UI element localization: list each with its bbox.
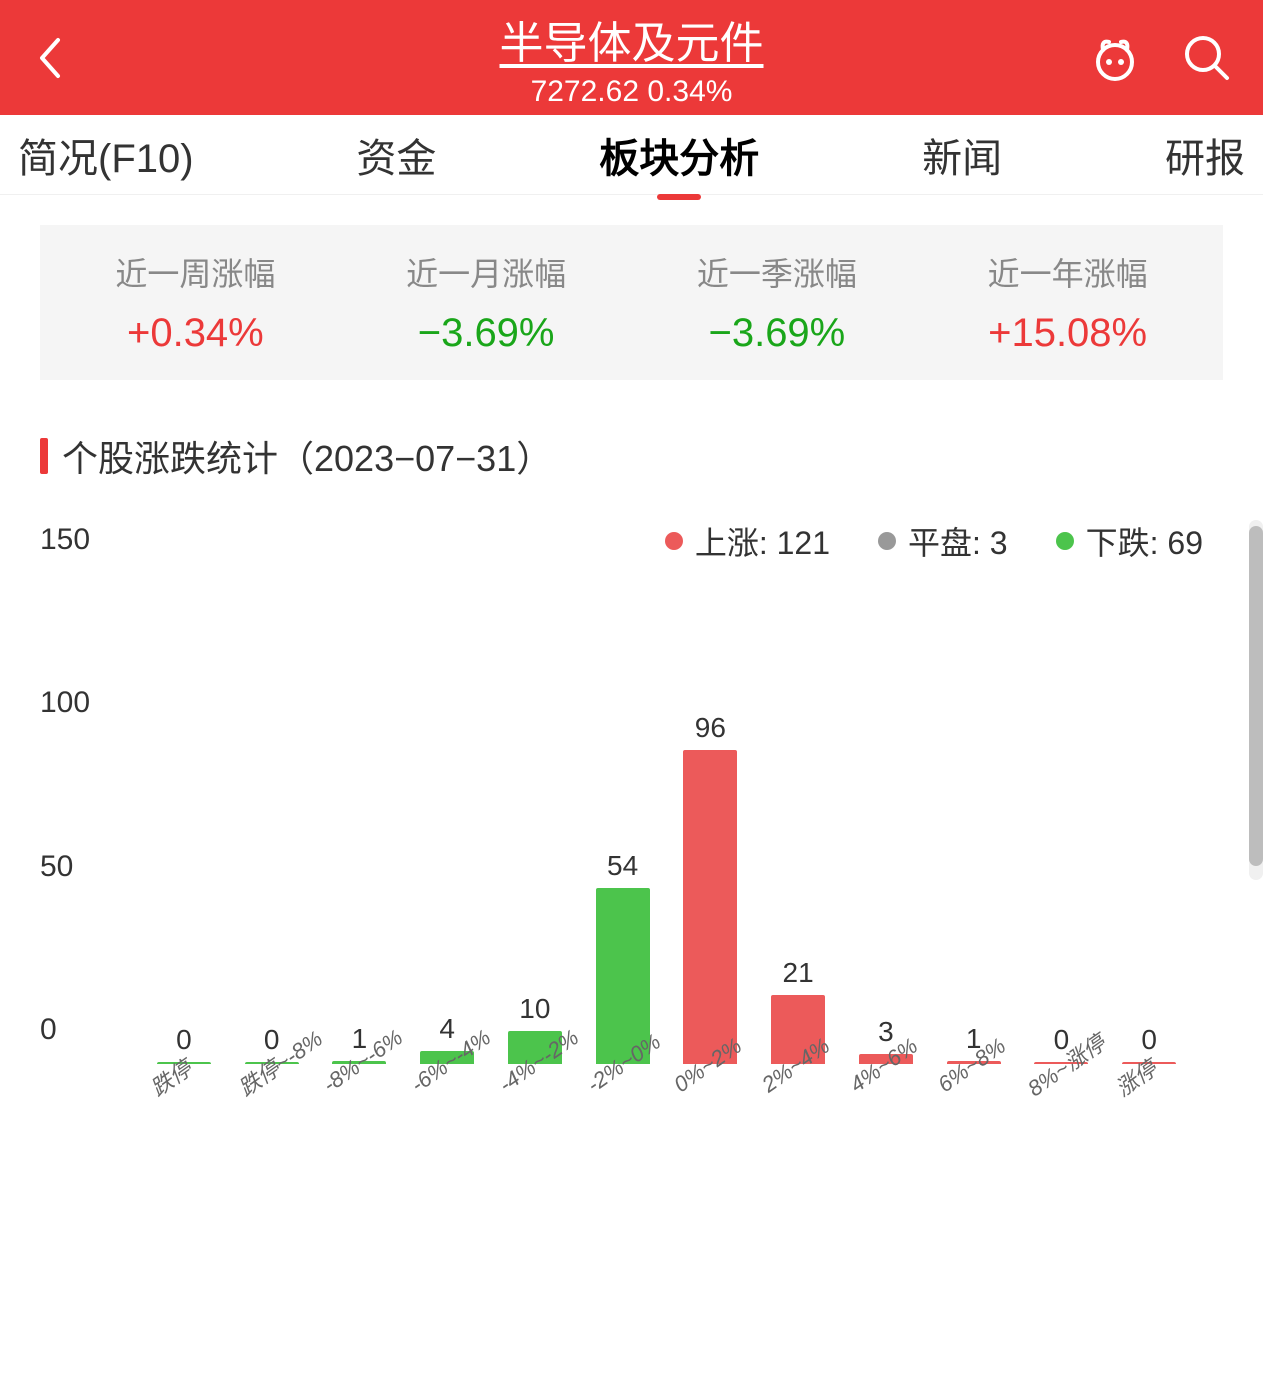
back-icon[interactable] xyxy=(30,38,70,78)
period-cell: 近一周涨幅 +0.34% xyxy=(115,249,275,356)
legend-dot-icon xyxy=(1056,532,1074,550)
bar-value: 21 xyxy=(783,957,814,989)
sector-change: 0.34% xyxy=(647,75,732,108)
chart-legend: 上涨: 121 平盘: 3 下跌: 69 xyxy=(0,518,1203,564)
sector-subtitle: 7272.62 0.34% xyxy=(500,75,764,109)
bar-value: 10 xyxy=(519,993,550,1025)
sector-price: 7272.62 xyxy=(531,75,639,108)
y-tick: 150 xyxy=(40,523,90,557)
tab[interactable]: 研报 xyxy=(1157,126,1253,184)
period-cell: 近一季涨幅 −3.69% xyxy=(697,249,857,356)
section-title: 个股涨跌统计（2023−07−31） xyxy=(40,430,1223,482)
scrollbar-thumb[interactable] xyxy=(1249,526,1263,866)
legend-dot-icon xyxy=(878,532,896,550)
period-value: −3.69% xyxy=(697,311,857,356)
legend-dot-icon xyxy=(665,532,683,550)
legend-item: 上涨: 121 xyxy=(665,518,830,564)
period-label: 近一周涨幅 xyxy=(115,249,275,295)
bar-rect xyxy=(683,750,737,1064)
bar-value: 4 xyxy=(439,1013,455,1045)
tab[interactable]: 资金 xyxy=(348,126,444,184)
period-value: +0.34% xyxy=(115,311,275,356)
header-actions xyxy=(1089,32,1233,84)
y-tick: 0 xyxy=(40,1013,57,1047)
scrollbar[interactable] xyxy=(1249,520,1263,880)
section-marker xyxy=(40,438,48,474)
y-tick: 50 xyxy=(40,850,73,884)
search-icon[interactable] xyxy=(1181,32,1233,84)
y-tick: 100 xyxy=(40,686,90,720)
legend-label: 平盘: 3 xyxy=(908,518,1008,564)
robot-icon[interactable] xyxy=(1089,32,1141,84)
period-cell: 近一年涨幅 +15.08% xyxy=(988,249,1148,356)
app-header: 半导体及元件 7272.62 0.34% xyxy=(0,0,1263,115)
bar-value: 54 xyxy=(607,850,638,882)
legend-label: 上涨: 121 xyxy=(695,518,830,564)
period-label: 近一年涨幅 xyxy=(988,249,1148,295)
period-label: 近一季涨幅 xyxy=(697,249,857,295)
period-value: −3.69% xyxy=(406,311,566,356)
tab-bar: 简况(F10) 资金 板块分析 新闻 研报 xyxy=(0,115,1263,195)
tab[interactable]: 板块分析 xyxy=(591,126,767,184)
period-value: +15.08% xyxy=(988,311,1148,356)
sector-title: 半导体及元件 xyxy=(500,7,764,71)
legend-label: 下跌: 69 xyxy=(1086,518,1203,564)
legend-item: 平盘: 3 xyxy=(878,518,1008,564)
tab[interactable]: 简况(F10) xyxy=(10,126,202,184)
bar-column[interactable]: 96 xyxy=(670,712,750,1064)
bar-value: 96 xyxy=(695,712,726,744)
legend-item: 下跌: 69 xyxy=(1056,518,1203,564)
header-title-block[interactable]: 半导体及元件 7272.62 0.34% xyxy=(500,7,764,109)
tab[interactable]: 新闻 xyxy=(914,126,1010,184)
period-label: 近一月涨幅 xyxy=(406,249,566,295)
section-title-text: 个股涨跌统计（2023−07−31） xyxy=(62,430,552,482)
bar-chart: 0014105496213100 050100150 跌停跌停~-8%-8%~-… xyxy=(40,564,1223,1134)
period-cell: 近一月涨幅 −3.69% xyxy=(406,249,566,356)
period-summary: 近一周涨幅 +0.34% 近一月涨幅 −3.69% 近一季涨幅 −3.69% 近一年涨幅 +1… xyxy=(40,225,1223,380)
